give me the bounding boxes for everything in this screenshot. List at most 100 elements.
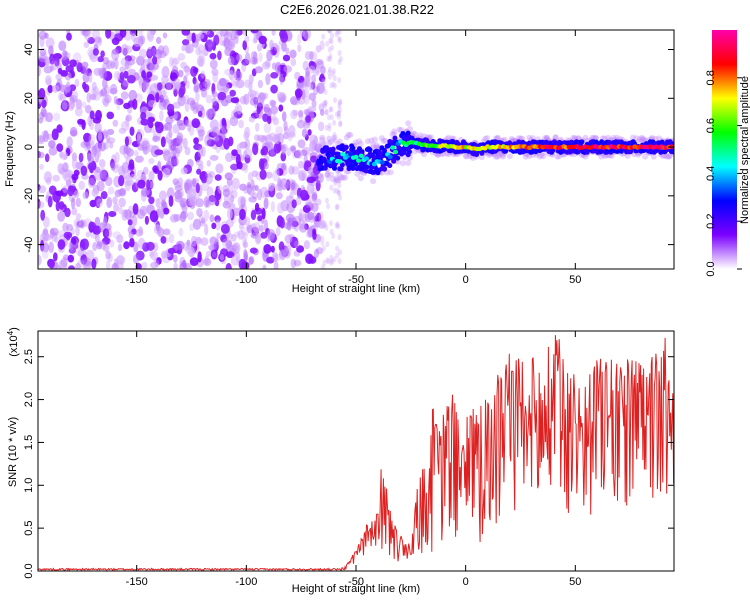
noise-cell — [172, 147, 180, 159]
colorbar-tick-label: 0.4 — [705, 166, 717, 181]
noise-cell — [41, 130, 48, 139]
ridge-halo-cell — [373, 142, 380, 149]
noise-cell — [303, 240, 310, 250]
noise-cell — [331, 81, 336, 88]
noise-cell — [119, 66, 126, 73]
noise-cell — [59, 93, 67, 101]
noise-cell — [311, 191, 318, 200]
noise-cell — [336, 190, 341, 197]
noise-cell — [164, 122, 173, 131]
noise-cell — [253, 32, 258, 43]
noise-cell — [330, 70, 335, 77]
noise-cell — [285, 47, 290, 55]
noise-cell — [260, 232, 268, 239]
noise-cell — [261, 145, 269, 156]
noise-cell — [299, 189, 309, 201]
noise-cell — [150, 261, 159, 269]
noise-cell — [164, 82, 174, 90]
noise-cell — [328, 220, 333, 227]
noise-cell — [325, 241, 330, 248]
noise-cell — [197, 145, 203, 158]
noise-cell — [277, 179, 283, 192]
noise-cell — [219, 253, 225, 261]
noise-cell — [149, 180, 154, 189]
noise-cell — [232, 242, 241, 254]
noise-cell — [176, 135, 183, 145]
noise-cell — [59, 151, 64, 159]
noise-cell — [78, 180, 85, 190]
noise-cell — [76, 62, 83, 73]
noise-cell — [223, 31, 233, 43]
noise-cell — [132, 254, 140, 265]
ridge-core-cell — [392, 149, 399, 155]
noise-cell — [141, 187, 148, 197]
noise-cell — [246, 181, 251, 189]
ridge-halo-cell — [492, 153, 499, 160]
noise-cell — [208, 244, 217, 251]
noise-cell — [314, 58, 324, 66]
ridge-halo-cell — [394, 158, 401, 165]
noise-cell — [283, 65, 293, 73]
noise-cell — [58, 40, 67, 52]
ridge-halo-cell — [410, 130, 417, 137]
noise-cell — [289, 191, 294, 200]
noise-cell — [229, 194, 235, 204]
x-tick-label: 0 — [463, 274, 469, 286]
noise-cell — [123, 70, 129, 79]
noise-cell — [137, 179, 146, 189]
noise-cell — [162, 32, 168, 39]
noise-cell — [102, 56, 110, 65]
noise-cell — [260, 222, 267, 234]
noise-cell — [233, 70, 243, 81]
noise-cell — [205, 39, 214, 52]
noise-cell — [235, 30, 243, 36]
noise-cell — [186, 97, 196, 106]
noise-cell — [53, 252, 58, 262]
noise-cell — [233, 231, 241, 238]
ridge-cell — [395, 155, 401, 161]
noise-cell — [215, 163, 224, 174]
noise-cell — [195, 198, 204, 208]
noise-cell — [101, 237, 111, 245]
noise-cell — [270, 72, 279, 79]
noise-cell — [274, 44, 281, 52]
noise-cell — [54, 56, 60, 67]
noise-cell — [270, 84, 278, 94]
noise-cell — [244, 35, 250, 43]
noise-cell — [161, 66, 170, 78]
ridge-halo-cell — [345, 131, 352, 138]
noise-cell — [322, 245, 326, 251]
noise-cell — [160, 236, 167, 244]
noise-cell — [171, 65, 179, 75]
ridge-halo-cell — [633, 135, 640, 142]
ridge-halo-cell — [629, 134, 636, 141]
noise-cell — [297, 34, 302, 45]
x-tick-label: -150 — [126, 274, 148, 286]
noise-cell — [327, 30, 332, 34]
noise-cell — [309, 134, 318, 145]
noise-cell — [284, 182, 291, 189]
noise-cell — [99, 167, 107, 180]
noise-cell — [230, 234, 237, 242]
noise-cell — [304, 50, 312, 60]
ridge-core-cell — [356, 158, 362, 163]
noise-cell — [129, 126, 135, 136]
noise-cell — [68, 265, 75, 269]
noise-cell — [109, 141, 114, 149]
noise-cell — [86, 153, 93, 163]
noise-cell — [250, 209, 257, 221]
noise-cell — [293, 240, 300, 248]
noise-cell — [57, 163, 64, 175]
noise-cell — [198, 50, 206, 62]
noise-cell — [89, 94, 97, 101]
noise-cell — [159, 89, 167, 99]
noise-cell — [46, 133, 54, 140]
ridge-halo-cell — [317, 172, 324, 179]
noise-cell — [238, 258, 247, 269]
noise-cell — [304, 160, 312, 168]
noise-cell — [177, 69, 184, 78]
noise-cell — [187, 211, 194, 221]
noise-cell — [265, 133, 273, 146]
noise-cell — [64, 207, 71, 218]
ridge-cell — [330, 150, 336, 156]
